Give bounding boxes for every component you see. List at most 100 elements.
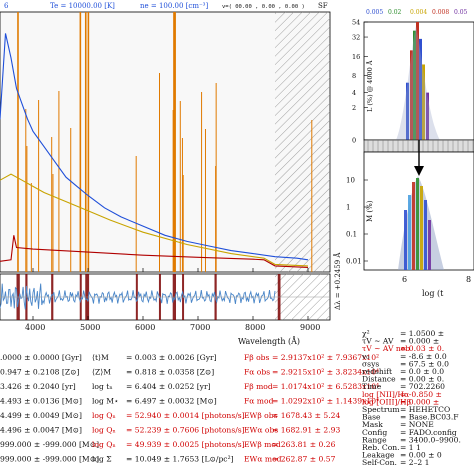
- stats-right-column: χ² = 1.0500 ±τV ~ AV = 0.000 ±τV ~ AV neb=…: [361, 329, 461, 467]
- stat-label: log Qₙ: [92, 440, 116, 449]
- mass-y-tick-label: 0.01: [346, 258, 362, 266]
- x-tick-label: 7000: [190, 323, 210, 332]
- stat-label: EWβ mod: [244, 440, 281, 449]
- mass-x-tick-6: 6: [402, 275, 407, 284]
- stat-label: Base: [362, 413, 381, 422]
- x-tick-label: 4000: [25, 323, 45, 332]
- stat-value: = 10.049 ± 1.7653 [L⊙/pc²]: [126, 455, 234, 464]
- header-index: 6: [4, 2, 9, 10]
- residuals-panel: 4000 5000 6000 7000 8000 9000: [0, 273, 331, 332]
- age-arrow-head: [414, 166, 424, 176]
- stat-value: = 262.87 ± 0.57: [272, 455, 336, 464]
- header-te: Te = 10000.00 [K]: [50, 2, 115, 10]
- stat-label: v₀: [361, 352, 369, 361]
- stat-value: 999.000 ± -999.000 [M⊙]: [0, 455, 99, 464]
- stat-label: ⟨Z⟩M: [92, 368, 111, 377]
- stat-label: Fβ obs: [244, 353, 270, 362]
- stat-value: 4.499 ± 0.0049 [M⊙]: [0, 411, 82, 420]
- stat-value: = -8.6 ± 0.0: [400, 352, 447, 361]
- mass-y-ticks: 10 1 0.1 0.01: [346, 177, 368, 266]
- stat-value: = Base.BC03.F: [400, 413, 459, 422]
- stat-label: Fα obs: [244, 368, 270, 377]
- light-y-ticks: 0 2 4 8 16 32 54: [352, 19, 368, 145]
- stat-value: = 1.0500 ±: [400, 329, 444, 338]
- light-bar: [413, 30, 416, 141]
- main-x-ticks: [32, 268, 309, 272]
- stat-value: = 263.81 ± 0.26: [272, 440, 336, 449]
- mass-bars-layer: [398, 176, 444, 270]
- stat-label: log [NII]/Hα: [362, 390, 409, 399]
- stat-label: Mask: [362, 420, 383, 429]
- legend-entry: 0.02: [388, 9, 402, 16]
- stat-value: = 1 1: [400, 443, 421, 452]
- spectrum-series-layer: [0, 33, 309, 268]
- light-envelope: [396, 26, 440, 140]
- main-spectrum-panel: [0, 11, 331, 273]
- stats-left-column: .0000 ± 0.0000 [Gyr] 0.947 ± 0.2108 [Z⊙] 3…: [0, 353, 99, 464]
- stat-value: = 0.0 ± 0.0: [400, 367, 444, 376]
- x-tick-label: 5000: [80, 323, 100, 332]
- mass-fraction-panel: 10 1 0.1 0.01: [346, 139, 474, 271]
- light-y-tick-label: 16: [352, 53, 360, 61]
- stat-value: 999.000 ± -999.000 [M⊙]: [0, 440, 99, 449]
- stat-label: Self-Con.: [362, 458, 397, 467]
- stat-label: log [OIII]/Hβ: [362, 397, 412, 406]
- stat-value: = 0.000 ±: [400, 397, 439, 406]
- light-y-tick-label: 0: [352, 137, 356, 145]
- stat-label: EWβ obs: [244, 411, 278, 420]
- light-y-label: L (%) @ 4000 Å: [365, 60, 374, 112]
- legend-entry: 0.005: [366, 9, 383, 16]
- light-y-tick-label: 2: [352, 104, 356, 112]
- light-bar: [419, 38, 422, 141]
- mass-y-tick-label: 0.1: [346, 231, 357, 239]
- stat-value: = NONE: [400, 420, 434, 429]
- stat-value: = HEHETCO: [400, 405, 450, 414]
- stat-label: σsys: [362, 359, 379, 368]
- light-y-tick-label: 4: [352, 89, 356, 97]
- residual-y-label: Δλ = +0.2459 Å: [333, 252, 342, 310]
- stat-value: = 1682.91 ± 2.93: [272, 426, 340, 435]
- header-velocity: v=( 00.00 , 0.00 , 0.00 ): [222, 4, 305, 10]
- legend-entry: 0.008: [432, 9, 449, 16]
- stat-value: = 1.0292x10² ± 1.1439x10⁴: [272, 397, 379, 406]
- x-tick-label: 6000: [135, 323, 155, 332]
- stat-value: = 1678.43 ± 5.24: [272, 411, 340, 420]
- stat-value: = -0.850 ±: [400, 390, 442, 399]
- stat-value: = 2.9215x10² ± 3.8234x10⁴: [272, 368, 379, 377]
- stat-value: 0.947 ± 0.2108 [Z⊙]: [0, 368, 80, 377]
- stat-label: τV ~ AV neb: [362, 344, 410, 353]
- stats-middle-column: ⟨t⟩M = 0.003 ± 0.0026 [Gyr] ⟨Z⟩M = 0.818 ± …: [92, 353, 245, 464]
- mass-y-tick-label: 1: [346, 204, 350, 212]
- x-tick-label: 8000: [245, 323, 265, 332]
- light-bar: [410, 50, 413, 141]
- residual-series-layer: [0, 283, 330, 310]
- stat-value: = 702.2260: [400, 382, 445, 391]
- stat-label: redshift: [362, 367, 392, 376]
- light-bars-layer: [396, 22, 440, 141]
- stat-value: = 6.497 ± 0.0032 [M⊙]: [126, 397, 217, 406]
- light-bar: [422, 64, 425, 140]
- hatched-region: [275, 12, 330, 272]
- stat-label: Spectrum: [362, 405, 400, 414]
- stat-label: log Σ: [92, 455, 112, 464]
- light-y-tick-label: 8: [352, 72, 356, 80]
- stat-value: = 52.940 ± 0.0014 [photons/s]: [126, 411, 245, 420]
- header-ne: ne = 100.00 [cm⁻³]: [140, 2, 208, 10]
- stat-label: log Qₙ: [92, 411, 116, 420]
- stat-value: = 49.939 ± 0.0025 [photons/s]: [126, 440, 245, 449]
- light-fraction-panel: 0 2 4 8 16 32 54: [352, 19, 474, 145]
- light-y-tick-label: 54: [352, 19, 360, 27]
- stat-value: = 0.03 ± 0.: [400, 344, 444, 353]
- light-bar: [416, 22, 419, 140]
- stat-value: = 0.818 ± 0.0358 [Z⊙]: [126, 368, 214, 377]
- stat-value: = 0.00 ± 0.: [400, 375, 444, 384]
- stat-value: 4.493 ± 0.0136 [M⊙]: [0, 397, 82, 406]
- legend-entry: 0.004: [410, 9, 427, 16]
- stat-label: τV ~ AV: [362, 337, 394, 346]
- mass-x-tick-8: 8: [466, 275, 471, 284]
- stat-value: = FADO.config: [400, 428, 457, 437]
- stat-label: Leakage: [362, 451, 395, 460]
- stat-label: χ²: [362, 329, 370, 338]
